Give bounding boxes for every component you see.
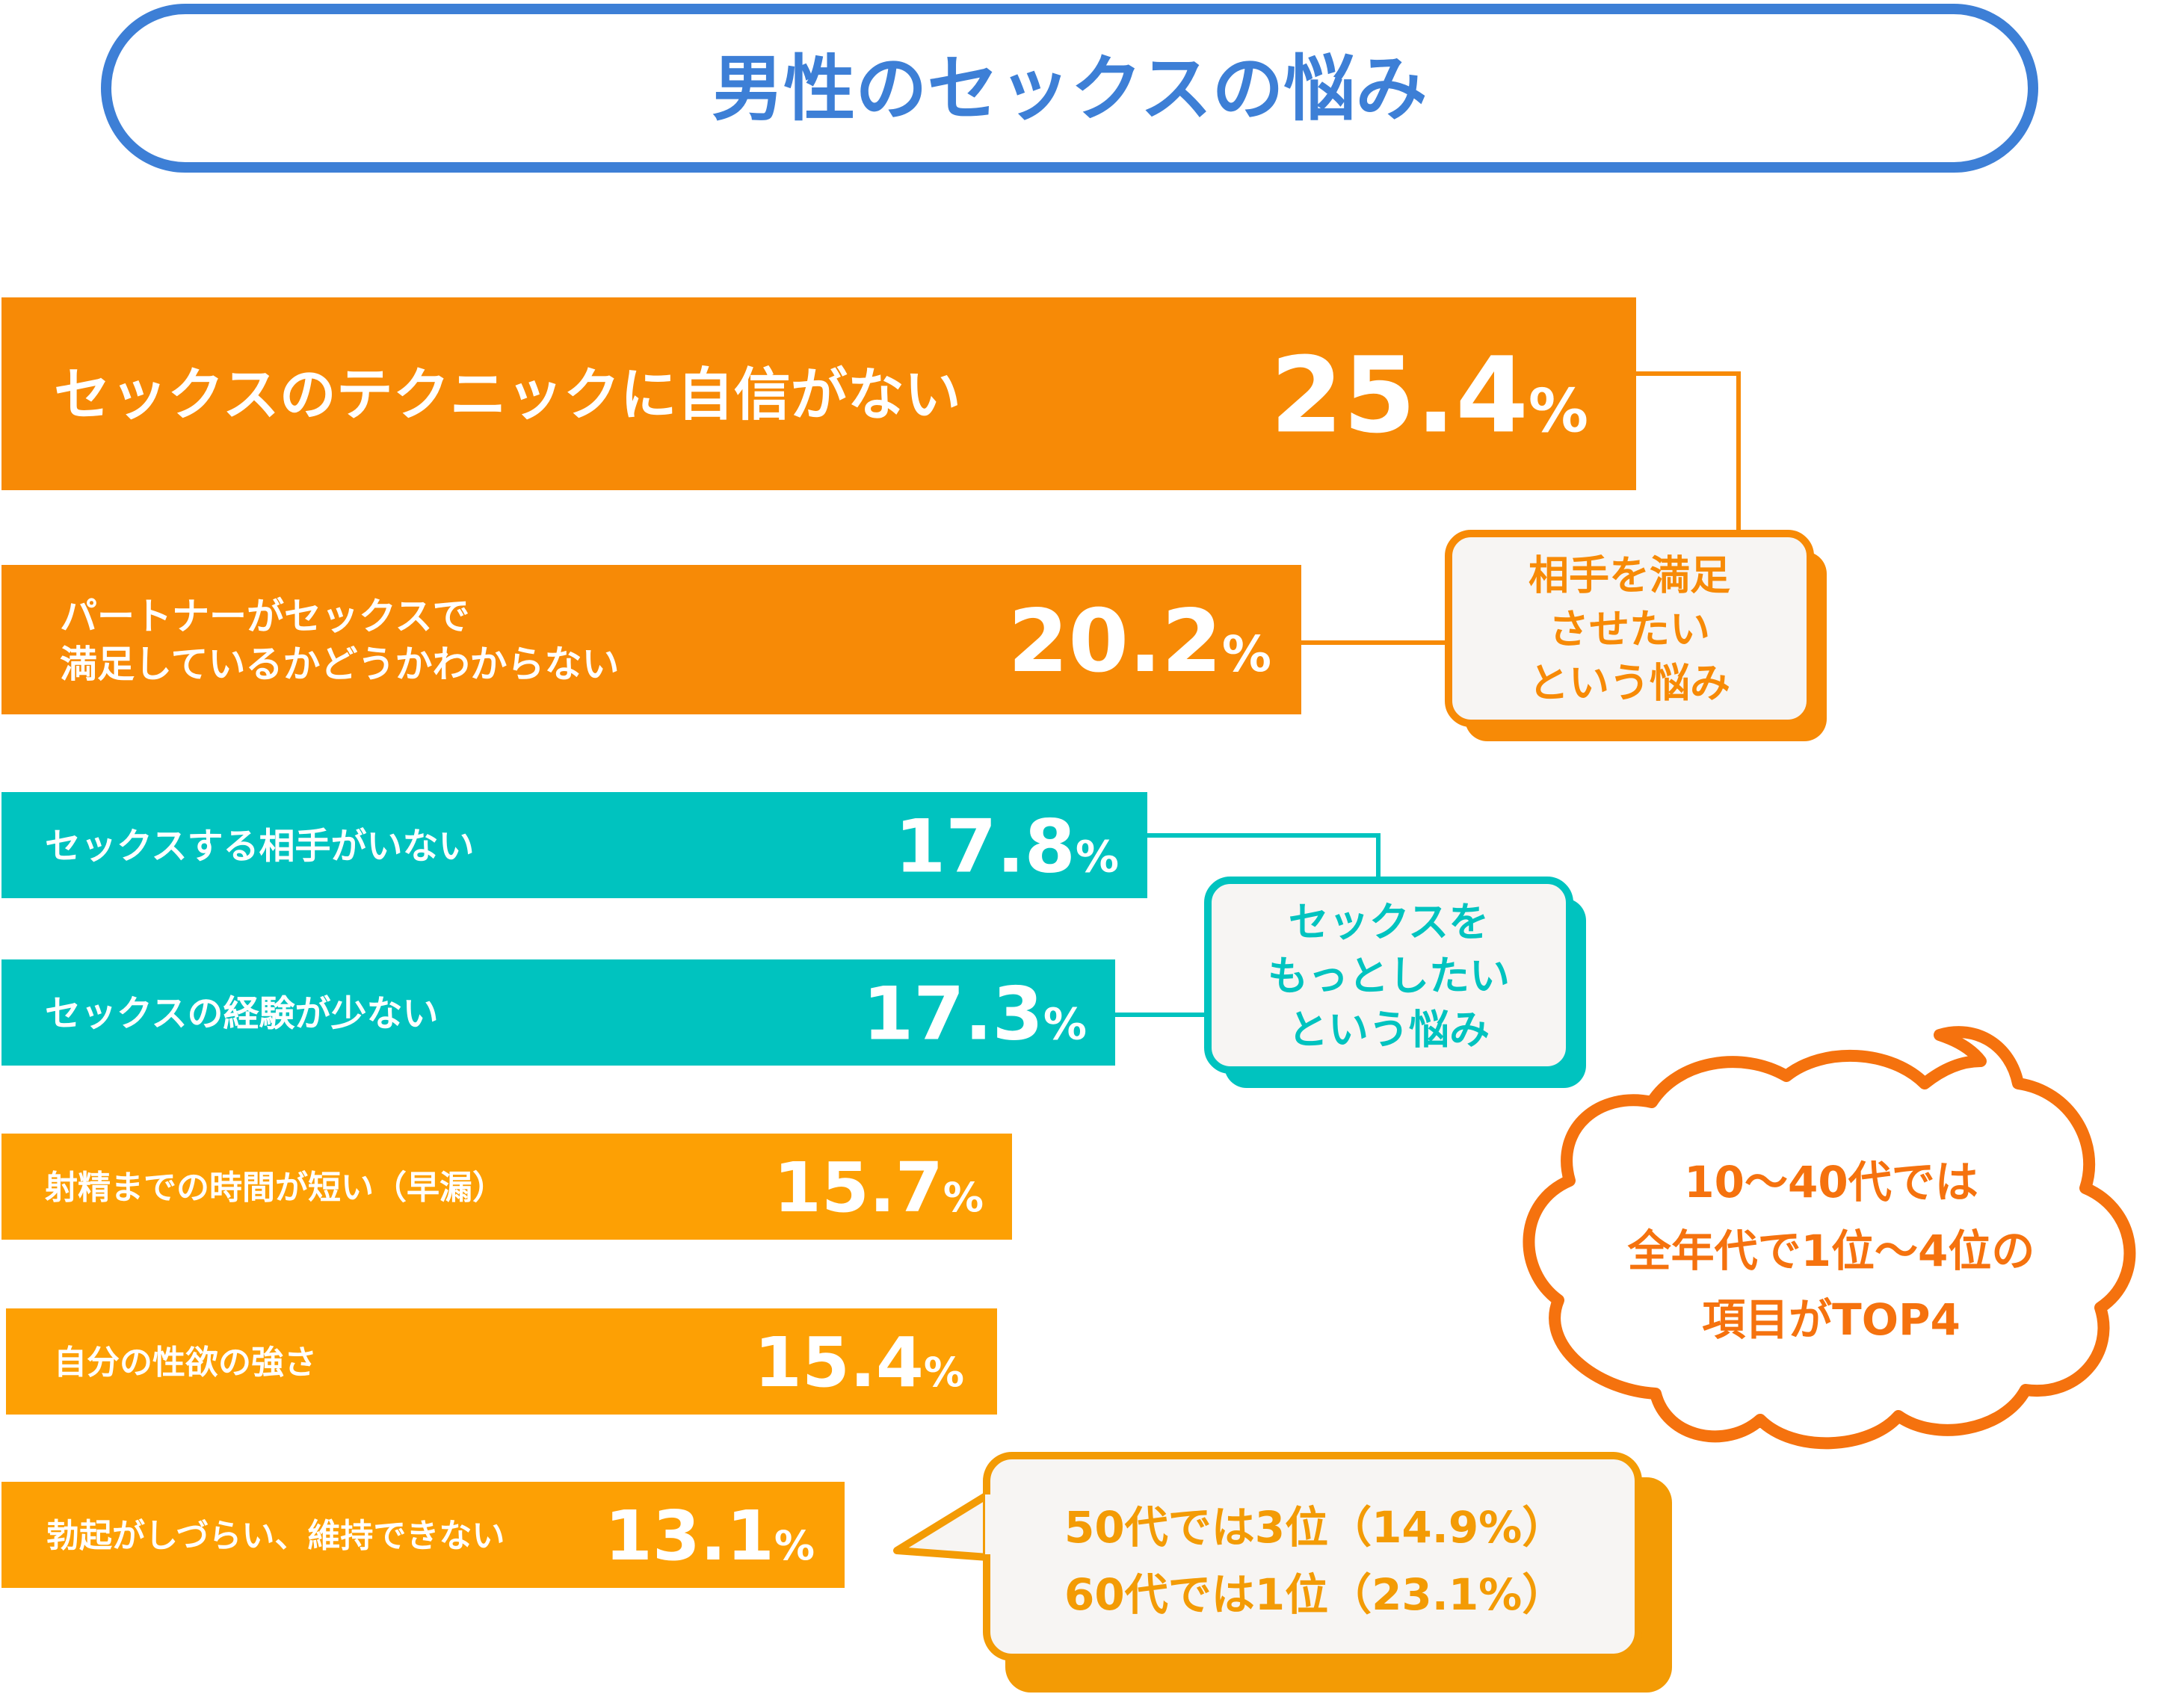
bar (1, 792, 1147, 898)
callout-box-satisfy (1445, 530, 1814, 727)
bar (1, 297, 1636, 490)
bar (6, 1308, 997, 1415)
callout-text: 全年代で1位〜4位の (1627, 1225, 2035, 1276)
value-label: 25.4% (1270, 335, 1588, 457)
connector-line (1636, 371, 1741, 534)
callout-text: 10〜40代では (1684, 1157, 1978, 1208)
connector-line (1147, 833, 1381, 880)
callout-text: もっとしたい (1268, 952, 1510, 999)
callout-text: 60代では1位（23.1%） (1064, 1569, 1565, 1620)
callout-text: 50代では3位（14.9%） (1064, 1502, 1565, 1553)
category-label: 勃起がしづらい、維持できない (46, 1517, 505, 1555)
category-label: パートナーがセックスで (60, 595, 470, 638)
category-label: 満足しているかどうかわからない (60, 643, 620, 686)
bar (1, 959, 1115, 1066)
bar (1, 565, 1301, 714)
bar (1, 1482, 845, 1588)
connector-lines (1115, 371, 1741, 1017)
callout-tail-join (985, 1494, 1003, 1554)
callout-box-age (983, 1452, 1642, 1661)
title-frame (101, 4, 2038, 173)
callout-text: 相手を満足 (1529, 551, 1730, 599)
value-label: 20.2% (1008, 591, 1271, 692)
value-label: 15.7% (774, 1148, 984, 1228)
bar (1, 1134, 1012, 1240)
callout-cloud (1523, 1026, 2136, 1450)
chart-title: 男性のセックスの悩み (712, 47, 1427, 131)
callout-text: セックスを (1289, 898, 1489, 945)
category-label: セックスする相手がいない (45, 825, 475, 867)
category-label: 自分の性欲の強さ (54, 1344, 317, 1382)
bars-group: セックスのテクニックに自信がない 25.4% パートナーがセックスで満足しているかど… (1, 297, 1636, 1588)
callout-box-more (1204, 877, 1573, 1074)
value-label: 13.1% (605, 1496, 815, 1576)
callout-text: させたい (1549, 605, 1710, 652)
category-label: セックスの経験が少ない (45, 992, 439, 1034)
callout-tail (893, 1485, 1002, 1562)
category-label: 射精までの時間が短い（早漏） (45, 1169, 505, 1207)
callout-text: という悩み (1288, 1006, 1490, 1053)
value-label: 15.4% (754, 1323, 964, 1403)
value-label: 17.8% (895, 804, 1119, 889)
callout-text: 項目がTOP4 (1702, 1294, 1961, 1345)
callouts-group: 相手を満足させたいという悩みセックスをもっとしたいという悩み10〜40代では全年… (893, 530, 2136, 1693)
value-label: 17.3% (863, 971, 1087, 1057)
callout-text: という悩み (1529, 659, 1730, 706)
category-label: セックスのテクニックに自信がない (54, 361, 961, 427)
